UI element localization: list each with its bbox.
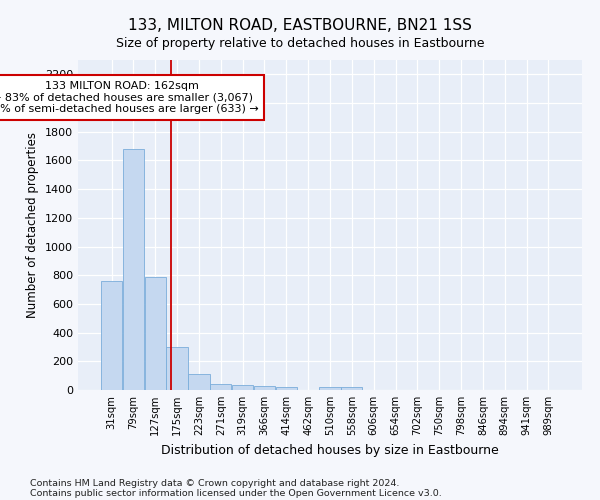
Bar — [341, 387, 362, 390]
Text: 133 MILTON ROAD: 162sqm
← 83% of detached houses are smaller (3,067)
17% of semi: 133 MILTON ROAD: 162sqm ← 83% of detache… — [0, 81, 259, 114]
Text: Contains public sector information licensed under the Open Government Licence v3: Contains public sector information licen… — [30, 488, 442, 498]
Y-axis label: Number of detached properties: Number of detached properties — [26, 132, 40, 318]
Bar — [319, 387, 341, 390]
Bar — [276, 387, 297, 390]
Text: Size of property relative to detached houses in Eastbourne: Size of property relative to detached ho… — [116, 38, 484, 51]
Bar — [188, 374, 209, 390]
Text: 133, MILTON ROAD, EASTBOURNE, BN21 1SS: 133, MILTON ROAD, EASTBOURNE, BN21 1SS — [128, 18, 472, 32]
Bar — [254, 386, 275, 390]
X-axis label: Distribution of detached houses by size in Eastbourne: Distribution of detached houses by size … — [161, 444, 499, 456]
Bar — [123, 149, 144, 390]
Bar — [101, 281, 122, 390]
Bar — [166, 347, 188, 390]
Bar — [210, 384, 232, 390]
Bar — [145, 276, 166, 390]
Bar — [232, 386, 253, 390]
Text: Contains HM Land Registry data © Crown copyright and database right 2024.: Contains HM Land Registry data © Crown c… — [30, 478, 400, 488]
